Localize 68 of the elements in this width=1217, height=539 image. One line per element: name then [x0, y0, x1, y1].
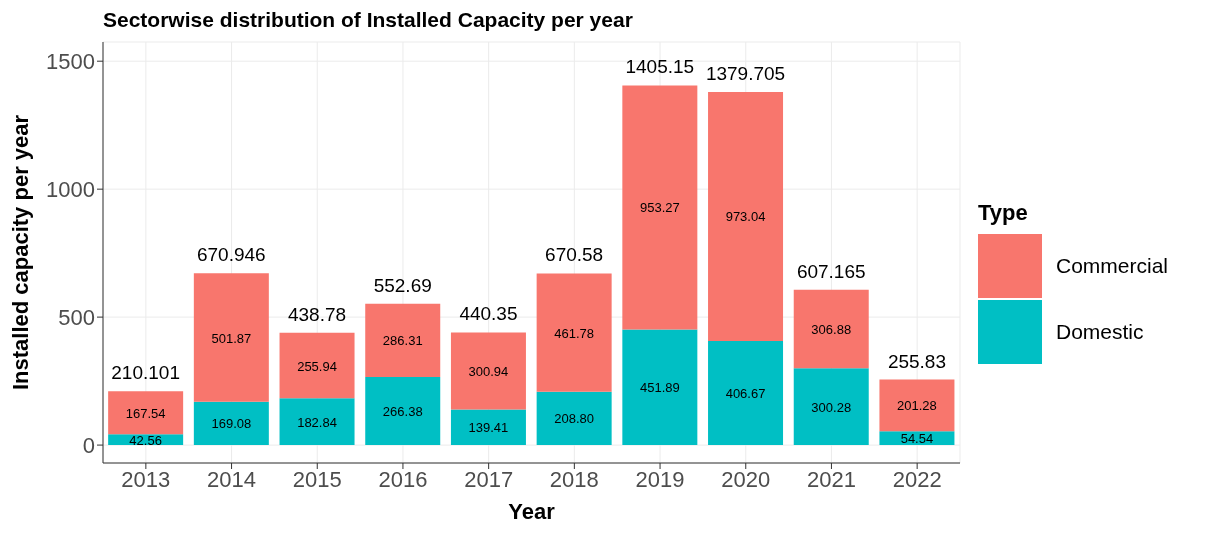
data-label: 167.54	[125, 405, 166, 421]
bar	[193, 273, 269, 402]
bar	[279, 398, 355, 446]
data-label: 461.78	[554, 325, 595, 341]
bar	[108, 391, 184, 435]
y-tick-label: 1000	[46, 176, 95, 202]
bar	[793, 368, 869, 446]
data-label: 54.54	[900, 431, 934, 447]
bar	[536, 273, 612, 392]
bar	[450, 332, 526, 410]
data-label: 406.67	[725, 386, 766, 402]
data-label: 266.38	[382, 404, 423, 419]
total-label: 210.101	[111, 362, 180, 384]
total-label: 670.946	[197, 244, 266, 266]
data-label: 169.08	[211, 416, 252, 432]
data-label: 286.31	[382, 333, 423, 349]
total-label: 552.69	[373, 274, 432, 296]
data-label: 255.94	[297, 358, 337, 374]
x-tick-label: 2014	[207, 466, 257, 492]
total-label: 255.83	[887, 350, 946, 372]
text: Domestic	[1056, 320, 1144, 344]
bar	[622, 329, 698, 446]
total-label: 1405.15	[625, 56, 695, 78]
text: Commercial	[1056, 254, 1169, 278]
x-axis-title: Year	[508, 499, 556, 524]
data-label: 139.41	[468, 420, 509, 436]
x-tick-label: 2016	[378, 466, 428, 492]
y-tick-label: 0	[82, 432, 95, 458]
bar	[879, 379, 955, 432]
bar	[279, 332, 355, 399]
y-tick-label: 500	[58, 304, 95, 330]
data-label: 182.84	[297, 414, 337, 430]
data-label: 201.28	[897, 398, 937, 414]
data-label: 451.89	[639, 380, 680, 396]
bar	[622, 85, 698, 330]
x-tick-label: 2017	[464, 466, 514, 492]
total-label: 607.165	[796, 260, 866, 282]
bar	[365, 303, 441, 377]
legend-title: Type	[978, 200, 1029, 226]
data-label: 42.56	[129, 432, 162, 448]
data-label: 306.88	[811, 321, 852, 337]
y-axis-title: Installed capacity per year	[7, 114, 33, 391]
x-tick-label: 2019	[635, 466, 685, 492]
bar	[536, 391, 612, 446]
y-tick-label: 1500	[46, 49, 95, 74]
x-tick-label: 2020	[721, 466, 771, 492]
data-label: 501.87	[211, 330, 252, 346]
bar	[793, 289, 869, 369]
x-tick-label: 2018	[549, 466, 599, 492]
x-tick-label: 2013	[121, 466, 171, 492]
bar	[708, 341, 784, 446]
data-label: 953.27	[639, 200, 680, 216]
total-label: 438.78	[287, 303, 347, 325]
total-label: 670.58	[545, 244, 604, 266]
total-label: 440.35	[459, 303, 518, 325]
total-label: 1379.705	[705, 62, 786, 84]
bar	[365, 376, 441, 446]
chart-title: Sectorwise distribution of Installed Capacity per year	[103, 8, 634, 33]
bar	[193, 401, 269, 446]
x-tick-label: 2021	[806, 466, 856, 492]
x-tick-label: 2015	[292, 466, 342, 492]
data-label: 300.94	[468, 363, 509, 379]
bar	[708, 91, 784, 342]
x-tick-label: 2022	[892, 466, 942, 492]
data-label: 300.28	[811, 399, 852, 415]
bar	[450, 409, 526, 446]
data-label: 208.80	[554, 411, 595, 427]
data-label: 973.04	[725, 209, 766, 225]
